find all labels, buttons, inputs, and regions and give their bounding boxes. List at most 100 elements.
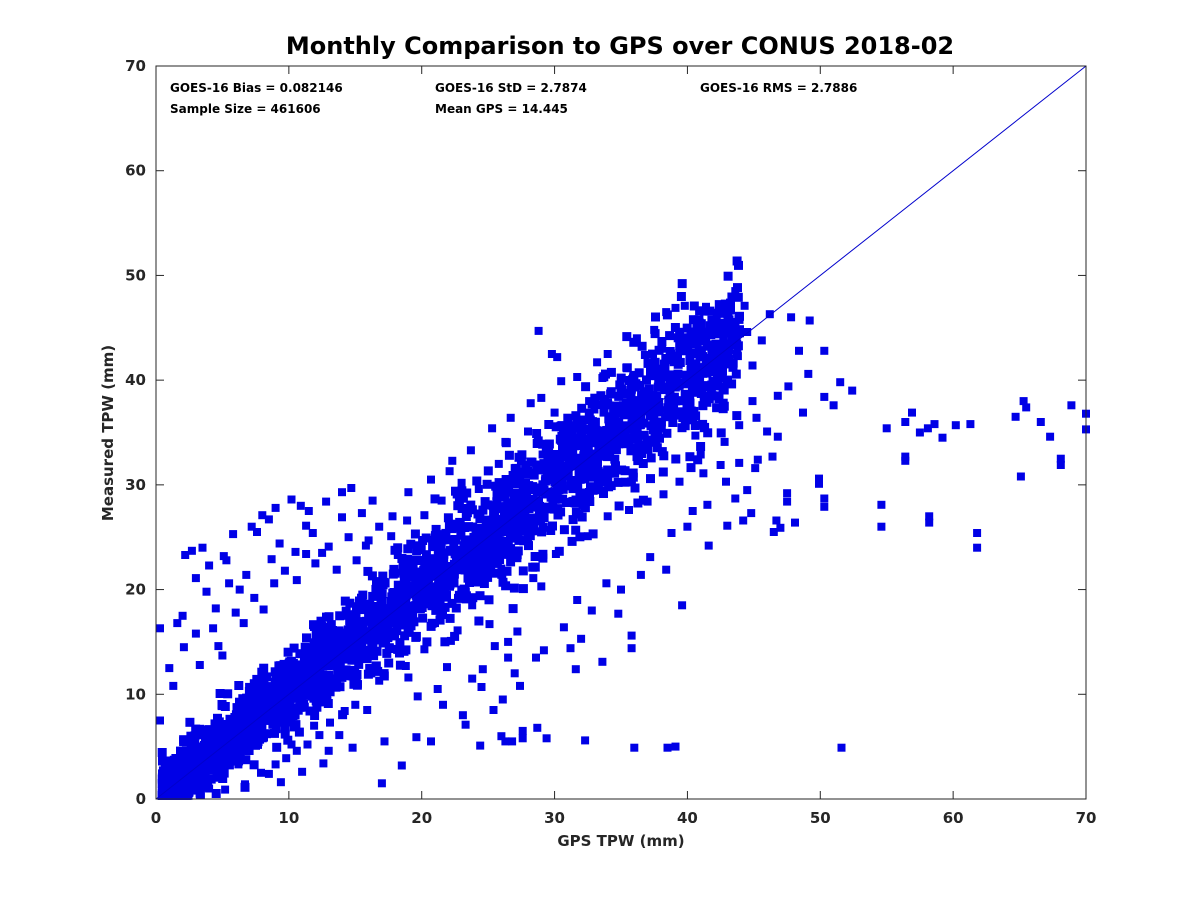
data-point <box>361 541 370 550</box>
dense-point <box>550 477 560 487</box>
data-point <box>311 559 320 568</box>
data-point <box>768 452 777 461</box>
dense-point <box>665 347 675 356</box>
dense-point <box>356 653 365 663</box>
dense-point <box>603 465 613 475</box>
dense-point <box>202 739 212 749</box>
data-point <box>271 503 280 512</box>
dense-point <box>593 485 603 495</box>
data-point <box>181 551 190 559</box>
dense-point <box>523 534 533 544</box>
dense-point <box>212 744 222 754</box>
dense-point <box>451 486 460 496</box>
data-point <box>587 606 596 615</box>
data-point <box>784 382 793 391</box>
bias-annotation: GOES-16 Bias = 0.082146 <box>170 81 343 95</box>
dense-point <box>550 454 560 464</box>
dense-point <box>363 566 373 576</box>
dense-point <box>585 497 595 506</box>
dense-point <box>352 602 362 612</box>
dense-point <box>390 631 399 641</box>
dense-point <box>712 375 722 385</box>
dense-point <box>599 489 608 498</box>
dense-point <box>654 364 664 374</box>
dense-point <box>351 610 361 620</box>
dense-point <box>169 767 179 776</box>
data-point <box>640 351 649 359</box>
dense-point <box>574 509 584 519</box>
dense-point <box>590 393 600 403</box>
data-point <box>380 737 389 746</box>
data-point <box>364 536 373 545</box>
dense-point <box>454 522 464 532</box>
dense-point <box>522 484 532 494</box>
data-point <box>691 431 700 440</box>
data-point <box>253 528 261 536</box>
data-point <box>598 374 607 382</box>
dense-point <box>550 494 560 504</box>
data-point <box>820 494 829 503</box>
dense-point <box>693 455 703 465</box>
dense-point <box>438 571 447 581</box>
data-point <box>553 353 562 362</box>
dense-point <box>571 498 581 508</box>
data-point <box>385 643 394 652</box>
dense-point <box>602 429 612 439</box>
dense-point <box>686 327 696 337</box>
data-point <box>302 521 311 530</box>
dense-point <box>556 507 566 517</box>
data-point <box>287 495 296 504</box>
dense-point <box>647 402 657 412</box>
dense-point <box>582 438 592 448</box>
dense-point <box>716 428 726 438</box>
dense-point <box>504 482 514 492</box>
dense-point <box>162 765 172 775</box>
dense-point <box>505 533 515 543</box>
data-point <box>765 310 774 319</box>
dense-point <box>501 475 511 484</box>
dense-point <box>215 689 225 698</box>
data-point <box>820 392 829 401</box>
data-point <box>662 308 671 317</box>
data-point <box>303 740 312 749</box>
data-point <box>326 718 334 727</box>
dense-point <box>374 621 384 631</box>
dense-point <box>690 349 700 359</box>
dense-point <box>402 603 411 613</box>
dense-point <box>478 505 488 515</box>
data-point <box>404 673 413 682</box>
dense-point <box>390 545 400 555</box>
dense-point <box>344 645 354 655</box>
dense-point <box>592 471 602 481</box>
dense-point <box>622 332 632 342</box>
dense-point <box>297 661 307 671</box>
dense-point <box>294 727 304 737</box>
sample-size-annotation: Sample Size = 461606 <box>170 102 321 116</box>
data-point <box>187 546 196 555</box>
data-point <box>420 645 429 654</box>
dense-point <box>675 333 685 343</box>
dense-point <box>280 723 290 733</box>
dense-point <box>450 631 460 641</box>
dense-point <box>669 392 679 402</box>
data-point <box>585 397 594 406</box>
dense-point <box>548 521 557 531</box>
dense-point <box>252 701 262 711</box>
dense-point <box>370 609 380 619</box>
dense-point <box>700 367 710 377</box>
dense-point <box>526 457 536 467</box>
dense-point <box>718 366 727 376</box>
dense-point <box>213 713 222 723</box>
data-point <box>446 636 455 645</box>
data-point <box>401 662 410 670</box>
dense-point <box>576 427 586 437</box>
dense-point <box>695 350 705 360</box>
dense-point <box>419 556 429 565</box>
data-point <box>387 532 396 541</box>
dense-point <box>400 577 410 587</box>
data-point <box>397 761 406 770</box>
dense-point <box>339 641 349 651</box>
dense-point <box>290 692 299 701</box>
dense-point <box>617 465 627 475</box>
dense-point <box>473 509 483 519</box>
